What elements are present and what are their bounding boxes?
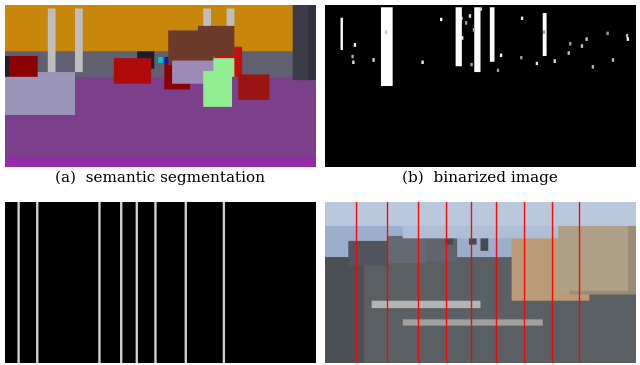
Title: (a)  semantic segmentation: (a) semantic segmentation: [55, 170, 265, 185]
Title: (b)  binarized image: (b) binarized image: [402, 170, 557, 185]
